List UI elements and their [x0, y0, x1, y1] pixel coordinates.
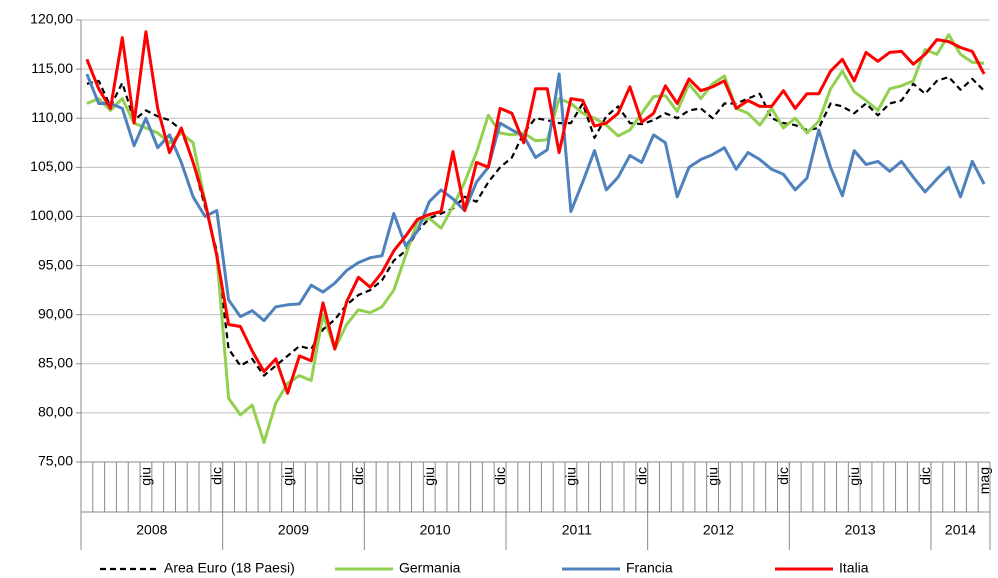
legend-label: Italia	[839, 560, 869, 576]
series-line	[86, 33, 985, 444]
y-tick-label: 90,00	[38, 305, 73, 321]
y-tick-label: 85,00	[38, 354, 73, 370]
y-tick-label: 80,00	[38, 404, 73, 420]
y-tick-label: 120,00	[30, 11, 73, 27]
x-tick-label: mag	[976, 467, 992, 494]
x-tick-label: giu	[563, 467, 579, 486]
x-tick-label: giu	[421, 467, 437, 486]
x-tick-label: dic	[775, 467, 791, 485]
legend-label: Francia	[626, 560, 673, 576]
x-tick-label: dic	[350, 467, 366, 485]
y-tick-label: 95,00	[38, 256, 73, 272]
y-tick-label: 105,00	[30, 158, 73, 174]
x-tick-label: dic	[633, 467, 649, 485]
year-label: 2014	[945, 522, 976, 538]
x-tick-label: dic	[917, 467, 933, 485]
legend-label: Germania	[399, 560, 461, 576]
x-tick-label: giu	[846, 467, 862, 486]
year-label: 2011	[562, 522, 592, 538]
x-tick-label: dic	[492, 467, 508, 485]
series-line	[85, 30, 986, 395]
series-line	[85, 72, 986, 323]
year-label: 2009	[278, 522, 309, 538]
series-line	[86, 75, 985, 377]
y-tick-label: 110,00	[31, 109, 73, 125]
year-label: 2008	[136, 522, 167, 538]
y-tick-label: 115,00	[31, 60, 73, 76]
x-tick-label: giu	[138, 467, 154, 486]
legend-label: Area Euro (18 Paesi)	[164, 560, 295, 576]
year-label: 2013	[845, 522, 876, 538]
x-tick-label: giu	[704, 467, 720, 486]
y-tick-label: 100,00	[30, 207, 73, 223]
year-label: 2012	[703, 522, 734, 538]
x-tick-label: dic	[208, 467, 224, 485]
year-label: 2010	[420, 522, 451, 538]
x-tick-label: giu	[279, 467, 295, 486]
y-tick-label: 75,00	[38, 453, 73, 469]
